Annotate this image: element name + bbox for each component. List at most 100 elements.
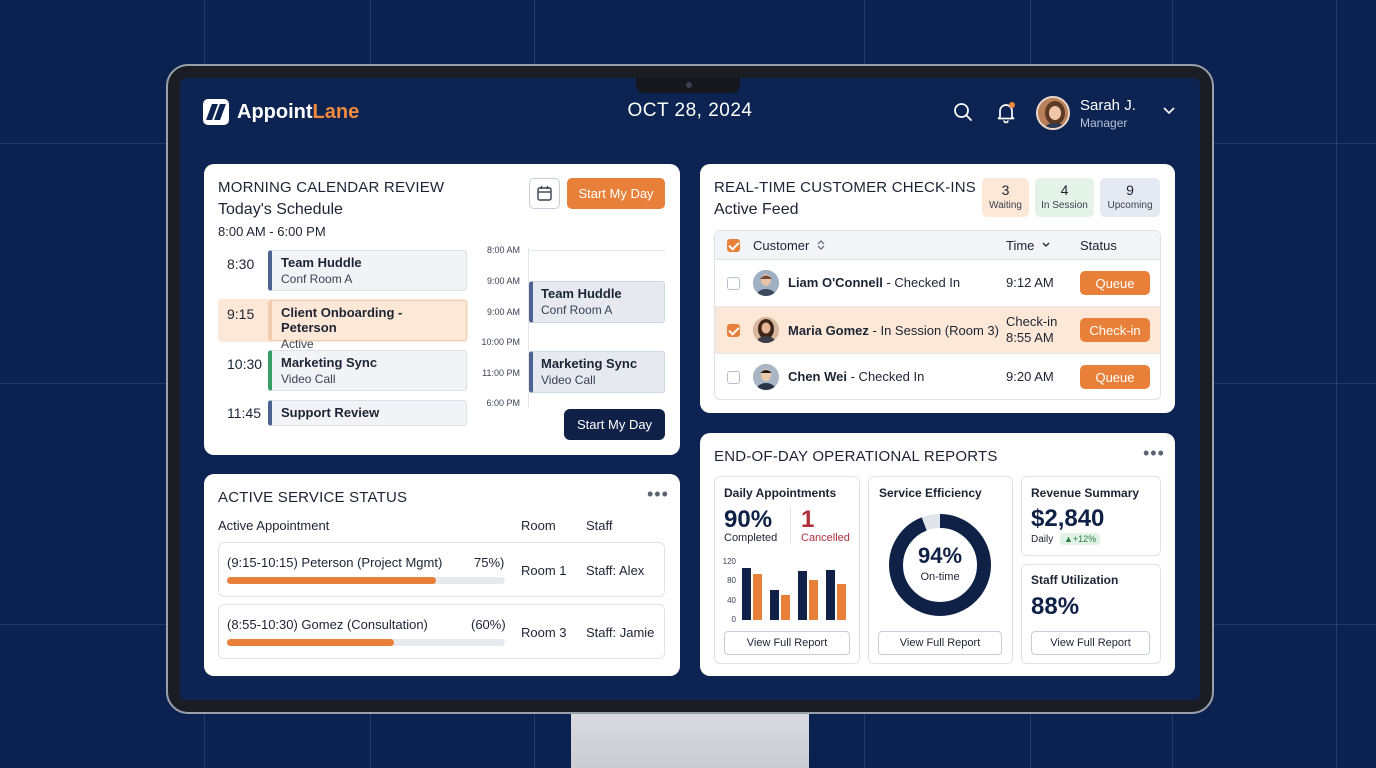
- checkin-time: 9:12 AM: [1006, 275, 1054, 290]
- utilization-value: 88%: [1031, 593, 1080, 620]
- cancelled-label: Cancelled: [801, 532, 850, 544]
- row-checkbox[interactable]: [727, 324, 740, 337]
- sort-icon: [817, 240, 825, 250]
- y-tick: 0: [731, 615, 736, 624]
- bar-orange: [753, 574, 762, 620]
- column-status: Status: [1080, 238, 1117, 253]
- badge-upcoming[interactable]: 9 Upcoming: [1100, 178, 1160, 217]
- column-room: Room: [521, 518, 556, 533]
- timeline-label: 10:00 PM: [481, 337, 520, 347]
- efficiency-donut: [889, 514, 991, 616]
- column-active-appointment: Active Appointment: [218, 518, 330, 533]
- bar-navy: [798, 571, 807, 620]
- column-time[interactable]: Time: [1006, 238, 1051, 253]
- bar-navy: [770, 590, 779, 620]
- checkins-title: REAL-TIME CUSTOMER CHECK-INS: [714, 179, 977, 196]
- customer-avatar: [753, 317, 779, 343]
- schedule-time: 11:45: [227, 405, 261, 421]
- start-my-day-bottom-button[interactable]: Start My Day: [564, 409, 665, 440]
- trend-up-icon: ▲: [1064, 534, 1073, 544]
- service-percent: 75%): [474, 555, 505, 570]
- user-avatar: [1036, 96, 1070, 130]
- customer-avatar: [753, 364, 779, 390]
- camera-notch: [636, 78, 740, 93]
- app-logo[interactable]: AppointLane: [203, 99, 359, 125]
- revenue-value: $2,840: [1031, 505, 1105, 532]
- efficiency-value: 94%: [917, 543, 963, 568]
- logo-mark-icon: [203, 99, 229, 125]
- select-all-checkbox[interactable]: [727, 239, 740, 252]
- y-tick: 120: [722, 557, 736, 566]
- checkin-time: 9:20 AM: [1006, 369, 1054, 384]
- schedule-item-support-review[interactable]: Support Review: [268, 400, 467, 426]
- bar-navy: [742, 567, 751, 620]
- table-row[interactable]: Maria Gomez - In Session (Room 3) Check-…: [715, 307, 1160, 354]
- search-icon[interactable]: [951, 100, 975, 124]
- view-full-report-button[interactable]: View Full Report: [878, 631, 1002, 655]
- queue-button[interactable]: Queue: [1080, 271, 1150, 295]
- schedule-time: 9:15: [227, 306, 255, 322]
- schedule-subtitle: Today's Schedule: [218, 201, 343, 218]
- cancelled-value: 1: [801, 506, 815, 533]
- bar-orange: [809, 580, 818, 620]
- row-checkbox[interactable]: [727, 371, 740, 384]
- badge-waiting[interactable]: 3 Waiting: [982, 178, 1029, 217]
- row-checkbox[interactable]: [727, 277, 740, 290]
- service-room: Room 1: [521, 563, 567, 578]
- timeline-label: 9:00 AM: [486, 276, 520, 286]
- more-icon[interactable]: •••: [1143, 443, 1165, 463]
- customer-name: Maria Gomez - In Session (Room 3): [788, 323, 999, 338]
- progress-track: [227, 639, 505, 646]
- timeline-label: 6:00 PM: [486, 398, 520, 408]
- efficiency-label: On-time: [920, 571, 960, 583]
- progress-track: [227, 577, 505, 584]
- utilization-title: Staff Utilization: [1031, 573, 1119, 587]
- chevron-down-icon[interactable]: [1162, 106, 1176, 116]
- timeline-label: 11:00 PM: [482, 368, 520, 378]
- schedule-hours: 8:00 AM - 6:00 PM: [218, 224, 326, 239]
- user-role: Manager: [1080, 115, 1128, 130]
- donut-arc: [889, 514, 991, 616]
- service-row[interactable]: [218, 604, 665, 659]
- service-appointment: (9:15-10:15) Peterson (Project Mgmt): [227, 555, 443, 570]
- column-staff: Staff: [586, 518, 613, 533]
- completed-value: 90%: [724, 506, 773, 533]
- timeline-label: 8:00 AM: [486, 245, 520, 255]
- y-tick: 80: [727, 576, 736, 585]
- user-name: Sarah J.: [1080, 96, 1136, 114]
- service-row[interactable]: [218, 542, 665, 597]
- queue-button[interactable]: Queue: [1080, 365, 1150, 389]
- morning-card-title: MORNING CALENDAR REVIEW: [218, 179, 445, 196]
- bell-icon[interactable]: [994, 100, 1018, 124]
- start-my-day-button[interactable]: Start My Day: [567, 178, 665, 209]
- checkin-time: Check-in 8:55 AM: [1006, 314, 1058, 345]
- checkins-table: Customer Time Status Liam O'Connell - Ch…: [714, 230, 1161, 400]
- service-staff: Staff: Alex: [586, 563, 645, 578]
- checkins-subtitle: Active Feed: [714, 201, 799, 218]
- timeline-block-marketing-sync[interactable]: Marketing Sync Video Call: [529, 351, 665, 393]
- table-row[interactable]: Liam O'Connell - Checked In 9:12 AM Queu…: [715, 260, 1160, 307]
- view-full-report-button[interactable]: View Full Report: [1031, 631, 1150, 655]
- table-header: Customer Time Status: [715, 231, 1160, 260]
- schedule-item-team-huddle[interactable]: Team Huddle Conf Room A: [268, 250, 467, 291]
- user-menu[interactable]: Sarah J. Manager: [1036, 96, 1136, 130]
- column-customer[interactable]: Customer: [753, 238, 826, 253]
- revenue-period: Daily: [1031, 534, 1054, 545]
- service-staff: Staff: Jamie: [586, 625, 655, 640]
- badge-in-session[interactable]: 4 In Session: [1035, 178, 1094, 217]
- service-appointment: (8:55-10:30) Gomez (Consultation): [227, 617, 428, 632]
- timeline-label: 9:00 AM: [486, 307, 520, 317]
- progress-fill: [227, 577, 436, 584]
- customer-name: Liam O'Connell - Checked In: [788, 275, 961, 290]
- view-full-report-button[interactable]: View Full Report: [724, 631, 850, 655]
- calendar-button[interactable]: [529, 178, 560, 209]
- bar-orange: [781, 595, 790, 620]
- more-icon[interactable]: •••: [647, 484, 669, 504]
- schedule-item-marketing-sync[interactable]: Marketing Sync Video Call: [268, 350, 467, 391]
- schedule-time: 8:30: [227, 256, 255, 272]
- timeline-block-team-huddle[interactable]: Team Huddle Conf Room A: [529, 281, 665, 323]
- timeline-gridline: [530, 250, 665, 251]
- schedule-item-client-onboarding[interactable]: Client Onboarding - Peterson Active: [268, 300, 467, 351]
- check-in-button[interactable]: Check-in: [1080, 318, 1150, 342]
- table-row[interactable]: Chen Wei - Checked In 9:20 AM Queue: [715, 354, 1160, 399]
